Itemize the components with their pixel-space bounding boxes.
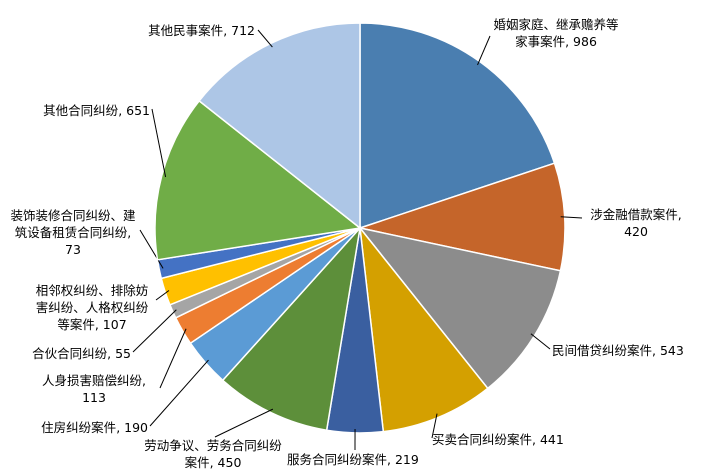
leader-line [149,359,209,427]
value-label: 712 [231,23,255,38]
category-name: 装饰装修合同纠纷、建筑设备租赁合同纠纷 [10,208,136,240]
separator: , [118,103,127,118]
data-label: 装饰装修合同纠纷、建筑设备租赁合同纠纷, 73 [8,207,138,258]
separator: , [652,343,660,358]
separator: , [94,317,103,332]
data-label: 服务合同纠纷案件, 219 [287,451,419,468]
data-label: 相邻权纠纷、排除妨害纠纷、人格权纠纷等案件, 107 [30,282,154,333]
value-label: 986 [573,34,597,49]
value-label: 55 [115,346,131,361]
data-label: 买卖合同纠纷案件, 441 [432,431,564,448]
separator: , [223,23,232,38]
value-label: 219 [394,452,419,467]
separator: , [565,34,574,49]
category-name: 住房纠纷案件 [41,420,117,435]
leader-line [151,108,167,178]
pie-slice [221,225,362,432]
category-name: 劳动争议、劳务合同纠纷案件 [144,438,282,470]
separator: , [387,452,395,467]
value-label: 113 [82,390,106,405]
category-name: 买卖合同纠纷案件 [432,432,533,447]
leader-line [257,29,273,48]
pie-slice [359,22,556,230]
value-label: 420 [624,224,648,239]
leader-line [530,333,551,350]
separator: , [127,225,136,240]
value-label: 651 [126,103,150,118]
data-label: 其他民事案件, 712 [100,22,255,39]
leader-line [431,413,438,439]
value-label: 543 [659,343,684,358]
leader-line [139,229,164,269]
leader-line [132,309,177,353]
pie-slice [358,225,489,433]
data-label: 涉金融借款案件, 420 [580,206,692,240]
data-label: 住房纠纷案件, 190 [20,419,148,436]
category-name: 其他民事案件 [148,23,224,38]
data-label: 劳动争议、劳务合同纠纷案件, 450 [143,437,283,471]
separator: , [209,455,218,470]
category-name: 合伙合同纠纷 [32,346,108,361]
leader-line [560,216,583,219]
category-name: 人身损害赔偿纠纷 [42,373,143,388]
data-label: 婚姻家庭、继承赡养等家事案件, 986 [488,16,624,50]
separator: , [142,373,150,388]
separator: , [107,346,116,361]
category-name: 涉金融借款案件 [590,207,678,222]
pie-slice [198,22,361,230]
leader-line [214,408,274,438]
value-label: 190 [124,420,148,435]
separator: , [116,420,125,435]
category-name: 民间借贷纠纷案件 [552,343,653,358]
pie-slice [154,99,362,261]
leader-line [159,328,187,389]
data-label: 人身损害赔偿纠纷, 113 [30,372,158,406]
category-name: 其他合同纠纷 [43,103,119,118]
category-name: 婚姻家庭、继承赡养等家事案件 [493,17,619,49]
value-label: 450 [217,455,242,470]
leader-line [477,35,491,66]
data-label: 其他合同纠纷, 651 [20,102,150,119]
separator: , [677,207,686,222]
separator: , [532,432,540,447]
value-label: 107 [102,317,127,332]
category-name: 相邻权纠纷、排除妨害纠纷、人格权纠纷等案件 [35,283,149,332]
leader-line [155,290,170,301]
category-name: 服务合同纠纷案件 [287,452,388,467]
value-label: 441 [539,432,564,447]
data-label: 合伙合同纠纷, 55 [20,345,131,362]
data-label: 民间借贷纠纷案件, 543 [552,342,684,359]
value-label: 73 [65,242,81,257]
